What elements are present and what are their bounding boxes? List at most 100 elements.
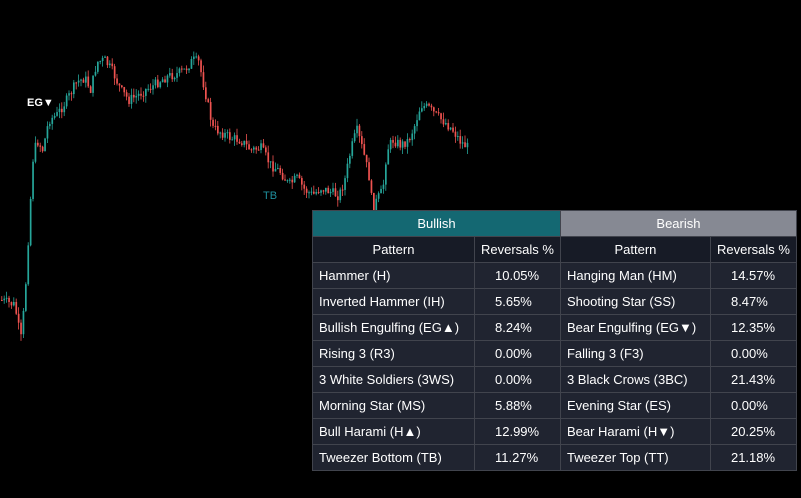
bullish-pattern-name: Inverted Hammer (IH) bbox=[312, 288, 475, 315]
candle-body bbox=[298, 174, 301, 179]
candle-body bbox=[221, 132, 224, 138]
tweezer-bottom-marker: TB bbox=[263, 190, 278, 202]
candle-body bbox=[430, 105, 433, 108]
candle-body bbox=[375, 198, 378, 213]
bearish-pattern-name: Evening Star (ES) bbox=[559, 392, 711, 419]
candle-body bbox=[185, 68, 188, 71]
candle-body bbox=[128, 96, 130, 104]
candle-body bbox=[5, 297, 8, 299]
candle-body bbox=[231, 139, 234, 141]
candle-body bbox=[459, 136, 462, 144]
candle-body bbox=[97, 61, 99, 72]
candle-body bbox=[125, 92, 128, 97]
candle-body bbox=[363, 144, 366, 155]
candle-body bbox=[284, 179, 286, 181]
candle-body bbox=[387, 149, 390, 165]
candle-body bbox=[44, 138, 46, 152]
candle-body bbox=[397, 139, 399, 147]
bullish-pattern-name: Bull Harami (H▲) bbox=[312, 418, 475, 445]
candle-body bbox=[10, 302, 13, 306]
bullish-pattern-name: Rising 3 (R3) bbox=[312, 340, 475, 367]
candle-body bbox=[243, 140, 246, 145]
bullish-reversal-value: 12.99% bbox=[474, 418, 561, 445]
candle-body bbox=[75, 82, 78, 84]
candle-body bbox=[41, 146, 44, 152]
candle-body bbox=[15, 301, 18, 314]
candle-body bbox=[77, 80, 80, 83]
candle-body bbox=[176, 73, 178, 78]
candle-body bbox=[241, 143, 243, 145]
candle-body bbox=[73, 82, 75, 95]
bullish-pattern-column-header: Pattern bbox=[312, 236, 475, 263]
candle-body bbox=[394, 142, 397, 147]
candle-body bbox=[248, 144, 250, 150]
candle-body bbox=[356, 125, 358, 134]
candle-body bbox=[133, 94, 135, 98]
candle-body bbox=[349, 155, 351, 164]
candle-body bbox=[313, 191, 315, 194]
candle-body bbox=[346, 163, 349, 179]
candle-body bbox=[207, 99, 210, 103]
candle-body bbox=[113, 66, 116, 79]
bearish-reversals-column-header: Reversals % bbox=[709, 236, 797, 263]
candle-body bbox=[152, 85, 154, 90]
bullish-reversal-value: 0.00% bbox=[474, 366, 561, 393]
candle-body bbox=[440, 113, 442, 120]
bullish-reversal-value: 11.27% bbox=[474, 444, 561, 471]
candle-body bbox=[51, 117, 54, 124]
table-row: Inverted Hammer (IH) 5.65% Shooting Star (… bbox=[312, 288, 797, 315]
bearish-header: Bearish bbox=[559, 210, 797, 237]
candle-body bbox=[58, 108, 61, 113]
candle-body bbox=[94, 71, 97, 76]
candle-body bbox=[308, 192, 310, 194]
bullish-reversal-value: 0.00% bbox=[474, 340, 561, 367]
candle-body bbox=[413, 126, 416, 134]
candle-body bbox=[445, 123, 447, 125]
bearish-reversal-value: 8.47% bbox=[709, 288, 797, 315]
candle-body bbox=[154, 79, 157, 86]
candle-body bbox=[135, 95, 138, 98]
bearish-reversal-value: 21.43% bbox=[709, 366, 797, 393]
candle-body bbox=[303, 184, 306, 189]
candle-body bbox=[421, 108, 423, 112]
candle-body bbox=[39, 145, 42, 147]
candle-body bbox=[327, 187, 330, 194]
candle-body bbox=[339, 189, 342, 201]
candle-body bbox=[164, 79, 166, 83]
candle-body bbox=[437, 112, 440, 114]
candle-body bbox=[99, 61, 102, 63]
candle-body bbox=[392, 139, 394, 143]
bullish-pattern-name: 3 White Soldiers (3WS) bbox=[312, 366, 475, 393]
candle-body bbox=[351, 141, 354, 156]
candle-body bbox=[238, 141, 241, 144]
candle-body bbox=[334, 188, 337, 197]
candle-body bbox=[332, 188, 334, 192]
candle-body bbox=[25, 284, 27, 311]
candle-body bbox=[8, 297, 10, 303]
candle-body bbox=[255, 147, 258, 150]
candle-body bbox=[188, 68, 190, 71]
candle-body bbox=[404, 141, 406, 147]
candle-body bbox=[171, 73, 174, 80]
candle-body bbox=[20, 322, 22, 335]
candle-body bbox=[111, 63, 114, 67]
candle-body bbox=[123, 87, 126, 93]
candle-body bbox=[173, 77, 176, 80]
candle-body bbox=[1, 300, 3, 301]
table-row: Bull Harami (H▲) 12.99% Bear Harami (H▼) 20… bbox=[312, 418, 797, 445]
bullish-header: Bullish bbox=[312, 210, 561, 237]
candle-body bbox=[301, 178, 303, 185]
bearish-reversal-value: 0.00% bbox=[709, 392, 797, 419]
candle-body bbox=[274, 168, 277, 172]
bearish-pattern-name: Hanging Man (HM) bbox=[559, 262, 711, 289]
candle-body bbox=[118, 83, 121, 86]
candle-body bbox=[166, 75, 169, 83]
bullish-pattern-name: Hammer (H) bbox=[312, 262, 475, 289]
bearish-reversal-value: 14.57% bbox=[709, 262, 797, 289]
candle-body bbox=[466, 142, 469, 148]
table-row: Morning Star (MS) 5.88% Evening Star (ES) 0… bbox=[312, 392, 797, 419]
candle-body bbox=[68, 93, 70, 96]
bullish-reversal-value: 10.05% bbox=[474, 262, 561, 289]
